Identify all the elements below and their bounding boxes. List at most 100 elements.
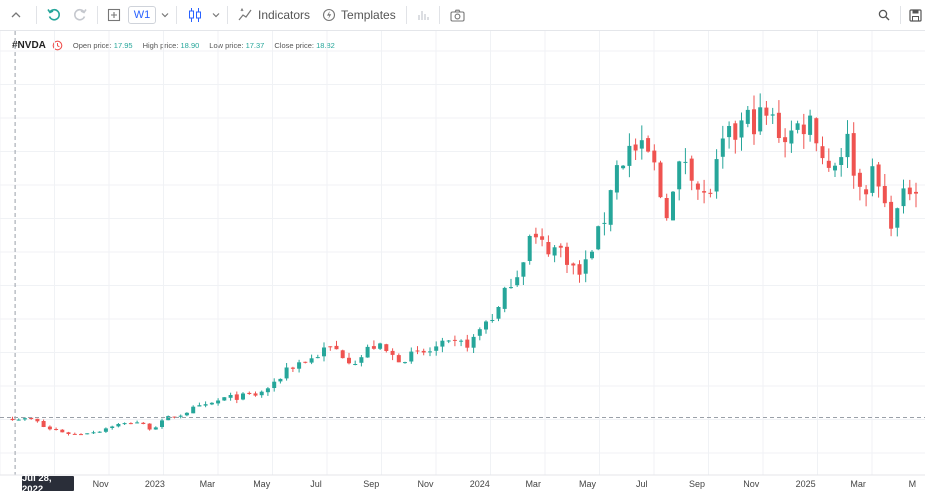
candle: [764, 101, 769, 125]
save-icon[interactable]: [905, 0, 925, 31]
high-price-value: 18.90: [180, 40, 200, 50]
candle-body: [546, 242, 551, 255]
candle-body: [353, 364, 358, 365]
candle: [203, 401, 208, 408]
add-symbol-icon[interactable]: [102, 0, 126, 31]
candle-body: [278, 378, 283, 382]
search-icon[interactable]: [872, 0, 896, 31]
candle: [577, 260, 582, 283]
candle-body: [160, 420, 164, 427]
candle: [110, 425, 115, 430]
time-axis-label: 2025: [796, 479, 816, 489]
indicators-icon: [238, 8, 252, 21]
time-axis-label: Nov: [743, 479, 760, 489]
candle: [234, 391, 239, 404]
chart-type-chevron-icon[interactable]: [209, 0, 223, 31]
timeframe-chevron-icon[interactable]: [158, 0, 172, 31]
candle: [415, 346, 420, 355]
candlestick-chart[interactable]: SepNov2023MarMayJulSepNov2024MarMayJulSe…: [0, 31, 925, 496]
candle-body: [621, 165, 626, 169]
candle-body: [833, 165, 837, 171]
candle: [533, 227, 538, 244]
candle: [409, 347, 414, 364]
time-axis-label: Sep: [363, 479, 379, 489]
candle: [421, 348, 426, 356]
candle: [54, 427, 59, 431]
candle-body: [901, 188, 906, 207]
candle-body: [60, 429, 65, 433]
time-axis-label: Mar: [525, 479, 541, 489]
candle-body: [583, 259, 588, 274]
candle: [477, 327, 482, 341]
toolbar-divider: [97, 6, 98, 24]
candle-body: [10, 418, 15, 421]
candle-body: [745, 109, 750, 124]
candle-body: [297, 362, 302, 369]
candle-body: [515, 277, 520, 286]
candle: [253, 391, 258, 397]
candle-body: [191, 406, 196, 414]
candle-body: [440, 340, 445, 347]
candle: [683, 148, 688, 175]
candle-body: [851, 133, 856, 176]
candle: [889, 195, 894, 237]
candle: [695, 181, 700, 200]
collapse-chevron-icon[interactable]: [0, 0, 32, 31]
candle-body: [571, 263, 576, 266]
time-axis-label: Mar: [850, 479, 866, 489]
candle: [733, 120, 738, 154]
time-axis-label: Jul: [310, 479, 322, 489]
candle: [284, 363, 289, 381]
candle-body: [895, 208, 900, 228]
candle: [160, 418, 164, 429]
open-price: Open price: 17.95: [73, 41, 133, 50]
candle: [446, 340, 451, 344]
candle: [596, 225, 601, 251]
candle-body: [633, 144, 638, 151]
candle: [278, 378, 283, 384]
candle: [128, 422, 133, 425]
candle-body: [733, 123, 738, 140]
candle: [658, 160, 663, 199]
candle: [558, 243, 563, 258]
candle: [851, 122, 856, 189]
candle-body: [85, 433, 90, 435]
candle: [241, 392, 245, 401]
candle-body: [882, 186, 887, 204]
candle-body: [533, 233, 538, 238]
candle-body: [801, 124, 806, 135]
candle: [272, 378, 277, 392]
candle-body: [907, 187, 912, 195]
candle: [758, 93, 763, 135]
candle: [228, 392, 233, 401]
candle: [515, 270, 520, 287]
timeframe-selector[interactable]: W1: [126, 0, 158, 31]
candlestick-type-icon[interactable]: [181, 0, 209, 31]
candle: [172, 416, 177, 419]
toolbar-divider: [176, 6, 177, 24]
candle: [801, 113, 806, 149]
candle: [907, 179, 912, 201]
candle-body: [714, 159, 719, 192]
volume-bars-icon[interactable]: [411, 0, 435, 31]
candle: [509, 278, 513, 289]
candle: [328, 346, 333, 351]
candle-body: [446, 340, 451, 342]
templates-button[interactable]: Templates: [316, 0, 402, 31]
candle-body: [234, 394, 239, 400]
candle-body: [16, 419, 21, 421]
candle: [184, 412, 189, 417]
candle-body: [97, 431, 102, 433]
candle: [216, 398, 221, 406]
candle: [47, 425, 52, 431]
candle: [60, 429, 65, 433]
indicators-button[interactable]: Indicators: [232, 0, 316, 31]
candle: [116, 423, 121, 428]
camera-icon[interactable]: [444, 0, 472, 31]
candle-body: [490, 320, 495, 321]
undo-icon[interactable]: [41, 0, 67, 31]
candle: [471, 334, 476, 353]
candle: [347, 352, 351, 365]
candle: [222, 397, 227, 401]
redo-icon[interactable]: [67, 0, 93, 31]
